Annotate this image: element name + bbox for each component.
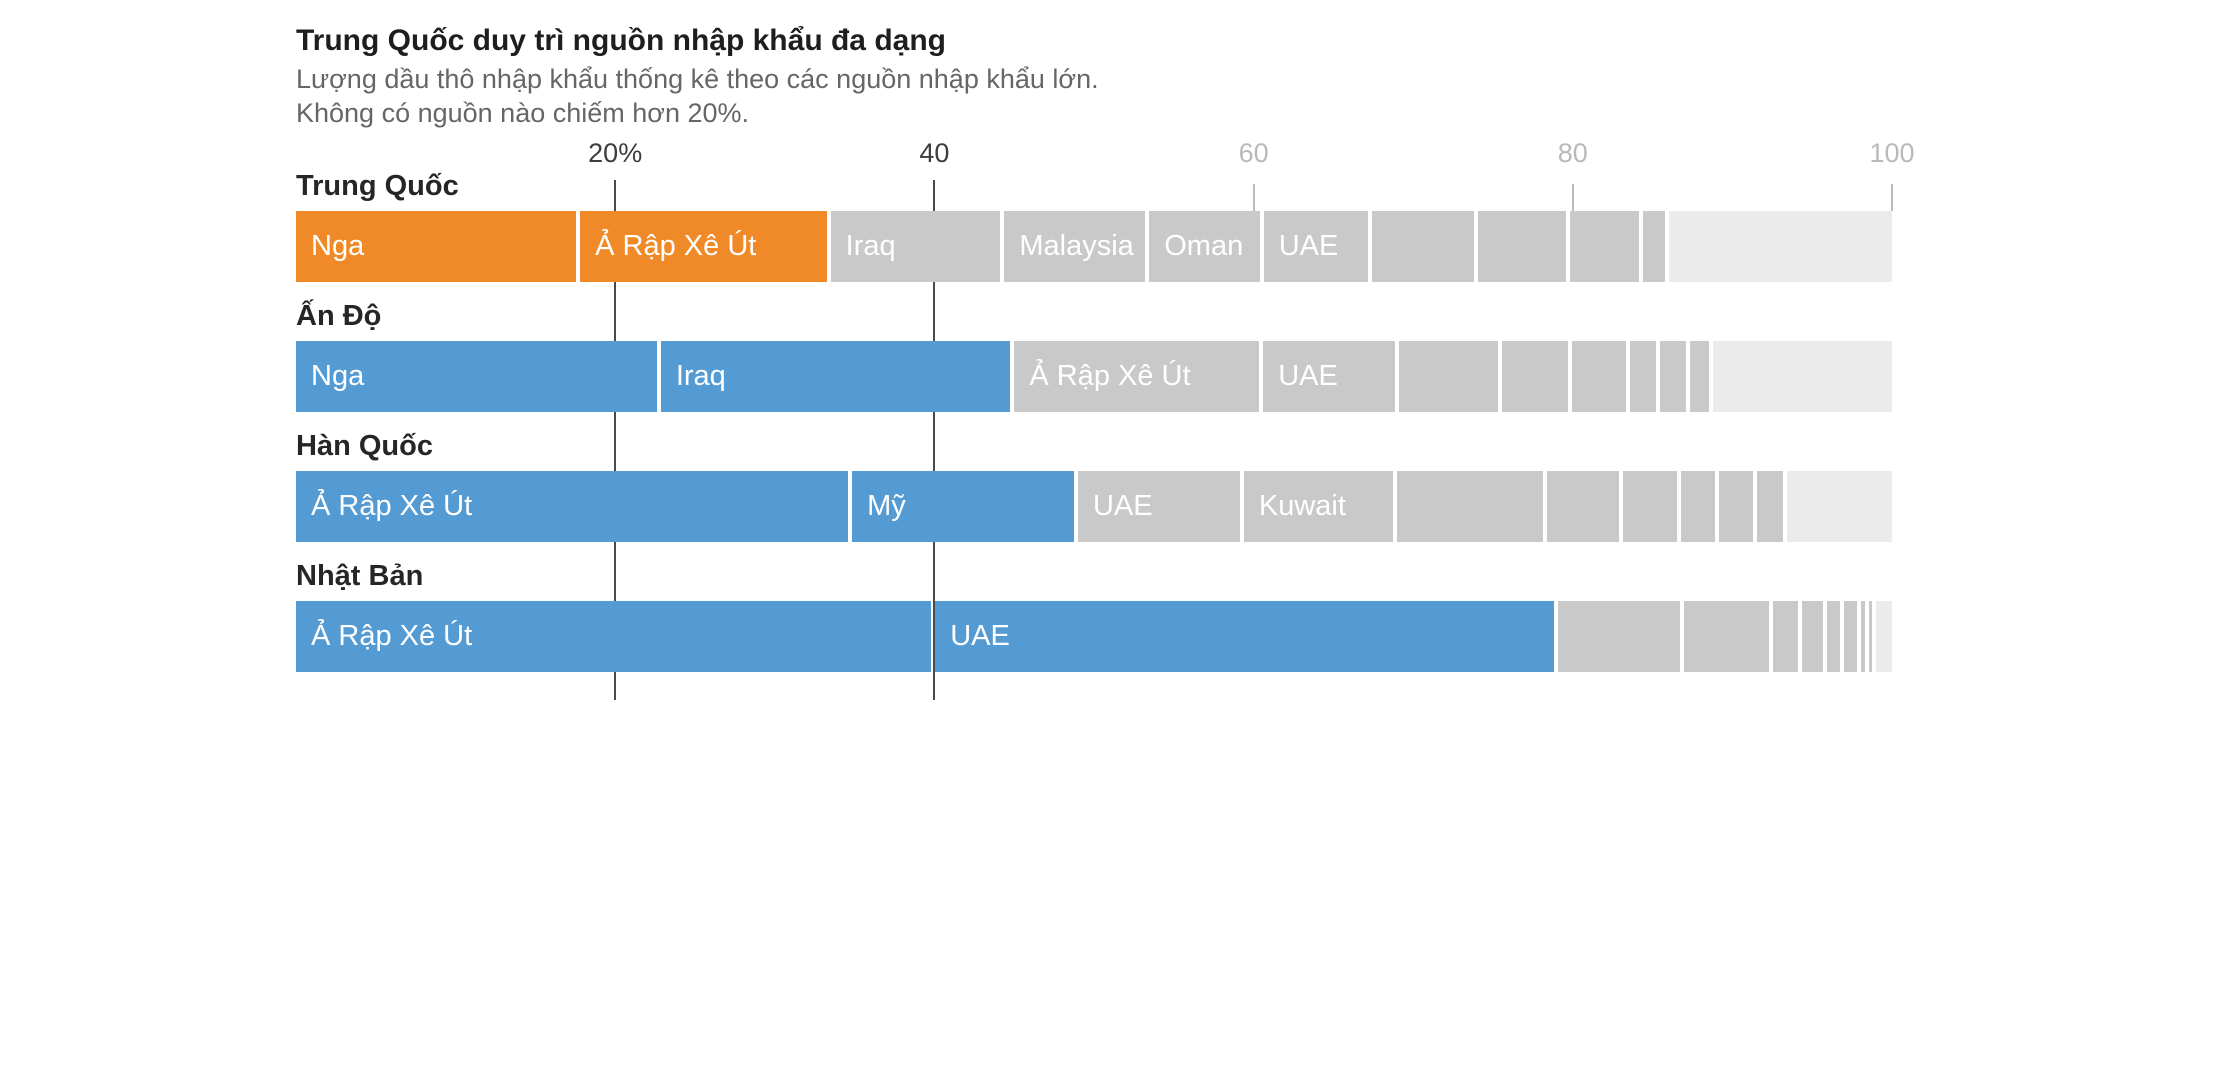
bar-segment-4-1-ả-rập-xê-út: Ả Rập Xê Út [296, 601, 932, 672]
segment-label: UAE [1092, 490, 1153, 522]
segment-label: Kuwait [1258, 490, 1346, 522]
segment-label: Malaysia [1019, 230, 1134, 262]
bar-segment-4-2-uae: UAE [935, 601, 1555, 672]
gridline-20 [614, 180, 617, 700]
stacked-bar-3: Ả Rập Xê Út Mỹ UAE Kuwait [296, 471, 1893, 542]
bar-segment-3-6 [1546, 471, 1620, 542]
bar-segment-2-5 [1399, 341, 1498, 412]
bar-segment-3-4-kuwait: Kuwait [1243, 471, 1393, 542]
axis-tick-label-40: 40 [919, 138, 950, 168]
axis-tick-label-20: 20% [588, 138, 643, 168]
bar-segment-3-10 [1756, 471, 1783, 542]
bar-segment-3-7 [1623, 471, 1677, 542]
bar-segment-2-4-uae: UAE [1263, 341, 1396, 412]
axis-tick-label-100: 100 [1869, 138, 1915, 168]
bar-segment-1-8 [1478, 211, 1567, 282]
segment-label: Ả Rập Xê Út [595, 230, 757, 262]
stacked-bar-1: Nga Ả Rập Xê Út Iraq Malaysia Oman UAE [296, 211, 1892, 282]
segment-label: Oman [1164, 230, 1244, 262]
tick-mark-60 [1252, 184, 1255, 211]
bar-segment-1-2-ả-rập-xê-út: Ả Rập Xê Út [580, 211, 827, 282]
bar-segment-3-1-ả-rập-xê-út: Ả Rập Xê Út [296, 471, 849, 542]
bar-segment-2-10 [1689, 341, 1710, 412]
bar-segment-3-8 [1680, 471, 1715, 542]
bar-segment-1-7 [1371, 211, 1475, 282]
bar-segment-4-9 [1860, 601, 1865, 672]
bar-segment-1-4-malaysia: Malaysia [1004, 211, 1146, 282]
bar-segment-4-4 [1684, 601, 1769, 672]
bar-segment-4-6 [1802, 601, 1824, 672]
bar-segment-2-11 [1713, 341, 1892, 412]
bar-segment-1-10 [1643, 211, 1666, 282]
tick-mark-80 [1571, 184, 1574, 211]
chart-subtitle-line2: Không có nguồn nào chiếm hơn 20%. [296, 98, 750, 128]
bar-segment-1-9 [1570, 211, 1640, 282]
bar-segment-4-11 [1875, 601, 1892, 672]
bar-segment-3-5 [1396, 471, 1543, 542]
row-label-1: Trung Quốc [296, 170, 459, 202]
segment-label: UAE [1278, 360, 1338, 392]
segment-label: Ả Rập Xê Út [311, 490, 473, 522]
bar-segment-4-7 [1827, 601, 1840, 672]
bar-segment-3-11 [1786, 471, 1893, 542]
segment-label: UAE [950, 620, 1010, 652]
bar-segment-4-3 [1558, 601, 1680, 672]
bar-segment-4-5 [1772, 601, 1799, 672]
bar-segment-2-3-ả-rập-xê-út: Ả Rập Xê Út [1014, 341, 1260, 412]
segment-label: Nga [311, 230, 365, 262]
bar-segment-2-2-iraq: Iraq [660, 341, 1011, 412]
chart-subtitle-line1: Lượng dầu thô nhập khẩu thống kê theo cá… [296, 64, 1099, 94]
bar-segment-3-2-mỹ: Mỹ [852, 471, 1074, 542]
row-label-3: Hàn Quốc [296, 430, 433, 462]
segment-label: Mỹ [867, 490, 906, 522]
axis-tick-label-60: 60 [1238, 138, 1269, 168]
bar-segment-1-6-uae: UAE [1263, 211, 1368, 282]
bar-segment-2-1-nga: Nga [296, 341, 657, 412]
bar-segment-1-1-nga: Nga [296, 211, 577, 282]
bar-segment-3-9 [1718, 471, 1753, 542]
gridline-40 [933, 180, 936, 700]
bar-segment-3-3-uae: UAE [1077, 471, 1240, 542]
tick-mark-100 [1891, 184, 1893, 211]
segment-label: Iraq [845, 230, 896, 262]
bar-segment-1-5-oman: Oman [1149, 211, 1260, 282]
segment-label: Iraq [675, 360, 726, 392]
segment-label: Nga [311, 360, 365, 392]
bar-segment-2-8 [1630, 341, 1657, 412]
bar-segment-2-9 [1660, 341, 1686, 412]
bar-segment-1-11 [1669, 211, 1892, 282]
row-label-4: Nhật Bản [296, 560, 424, 592]
bar-segment-2-6 [1501, 341, 1568, 412]
row-label-2: Ấn Độ [296, 300, 382, 332]
bar-segment-4-8 [1843, 601, 1857, 672]
bar-segment-4-10 [1868, 601, 1872, 672]
axis-tick-label-80: 80 [1557, 138, 1588, 168]
chart-title: Trung Quốc duy trì nguồn nhập khẩu đa dạ… [296, 24, 946, 57]
stacked-bar-4: Ả Rập Xê Út UAE [296, 601, 1892, 672]
bar-segment-2-7 [1571, 341, 1627, 412]
segment-label: Ả Rập Xê Út [311, 620, 473, 652]
bar-segment-1-3-iraq: Iraq [830, 211, 1001, 282]
segment-label: Ả Rập Xê Út [1029, 360, 1191, 392]
stacked-bar-2: Nga Iraq Ả Rập Xê Út UAE [296, 341, 1892, 412]
plot-area: 20% 40 60 80 100 Trung Quốc Nga Ả Rập Xê Út Iraq… [296, 0, 1915, 1067]
segment-label: UAE [1278, 230, 1339, 262]
